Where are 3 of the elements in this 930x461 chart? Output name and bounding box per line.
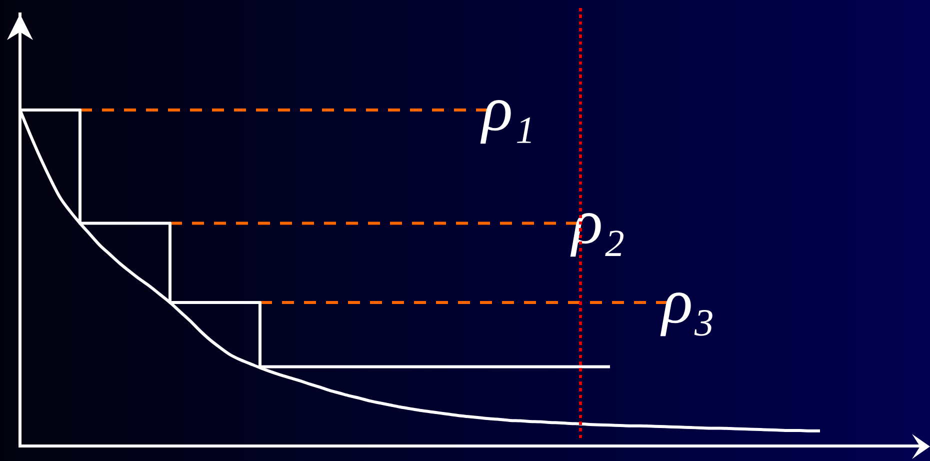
series-label: ρ₂ [570,186,625,258]
series-label: ρ₁ [480,73,535,144]
series-label: ρ₃ [660,266,715,337]
